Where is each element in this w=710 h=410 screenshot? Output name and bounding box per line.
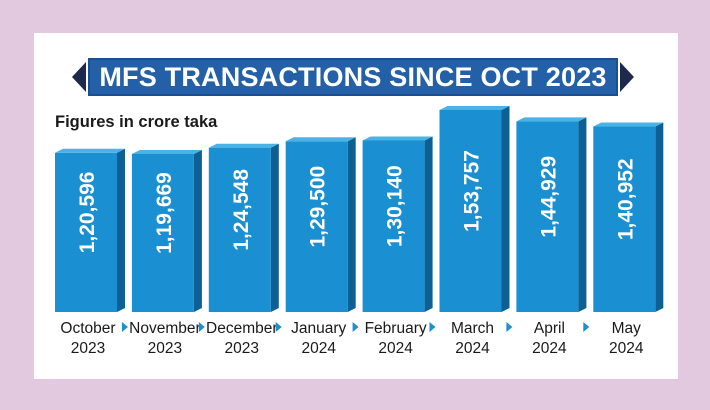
- bar-value-label: 1,40,952: [614, 158, 637, 240]
- bar-value-label: 1,20,596: [76, 172, 99, 254]
- category-label-month: March: [451, 320, 494, 337]
- category-label-month: April: [534, 320, 565, 337]
- bar-side: [347, 137, 356, 312]
- category-label-month: November: [129, 320, 201, 337]
- bar: [55, 152, 117, 312]
- chart-subtitle: Figures in crore taka: [55, 113, 218, 131]
- chevron-right-icon: [198, 322, 205, 332]
- bar-value-label: 1,53,757: [461, 150, 484, 232]
- bar: [362, 140, 425, 312]
- arrow-right-icon: [620, 62, 634, 92]
- chevron-right-icon: [275, 322, 282, 332]
- category-label-year: 2024: [301, 340, 336, 357]
- chevron-right-icon: [429, 322, 436, 332]
- category-label-year: 2024: [609, 340, 644, 357]
- category-label-year: 2024: [455, 340, 490, 357]
- bar-value-label: 1,30,140: [384, 165, 407, 247]
- chevron-right-icon: [583, 322, 590, 332]
- bar-side: [270, 143, 279, 312]
- bar-top: [593, 122, 664, 127]
- bar: [285, 141, 348, 312]
- bar: [516, 121, 579, 312]
- category-label-year: 2023: [71, 340, 105, 357]
- category-label-month: May: [612, 320, 642, 337]
- bar: [208, 147, 271, 312]
- chevron-right-icon: [352, 322, 359, 332]
- chevron-right-icon: [506, 322, 513, 332]
- bar-side: [655, 122, 664, 312]
- bar-side: [501, 106, 510, 312]
- category-label-month: February: [365, 320, 427, 337]
- bar-top: [131, 150, 202, 154]
- category-label-month: December: [206, 320, 278, 337]
- bar-top: [55, 148, 125, 153]
- bar-top: [439, 106, 510, 110]
- bar-top: [516, 117, 587, 122]
- bar: [593, 126, 656, 312]
- category-label-year: 2023: [148, 340, 182, 357]
- bar-value-label: 1,19,669: [153, 172, 176, 254]
- category-label-year: 2024: [378, 340, 413, 357]
- bar: [131, 154, 194, 312]
- bar-side: [424, 136, 433, 312]
- category-label-month: January: [291, 320, 346, 337]
- chart-title: MFS TRANSACTIONS SINCE OCT 2023: [99, 62, 607, 92]
- bar: [439, 110, 502, 312]
- bar-top: [362, 136, 433, 141]
- bar-side: [117, 148, 125, 312]
- bar-side: [578, 117, 587, 312]
- title-banner: MFS TRANSACTIONS SINCE OCT 2023: [72, 56, 634, 100]
- bar-value-label: 1,29,500: [307, 166, 330, 248]
- category-label-month: October: [60, 320, 115, 337]
- title-bar: [88, 58, 618, 96]
- arrow-left-icon: [72, 62, 86, 92]
- bar-value-label: 1,24,548: [230, 169, 253, 251]
- category-label-year: 2024: [532, 340, 567, 357]
- chevron-right-icon: [121, 322, 128, 332]
- category-label-year: 2023: [225, 340, 259, 357]
- bar-top: [285, 137, 356, 142]
- bar-value-label: 1,44,929: [537, 156, 560, 238]
- bar-side: [193, 150, 202, 312]
- bar-top: [208, 143, 279, 148]
